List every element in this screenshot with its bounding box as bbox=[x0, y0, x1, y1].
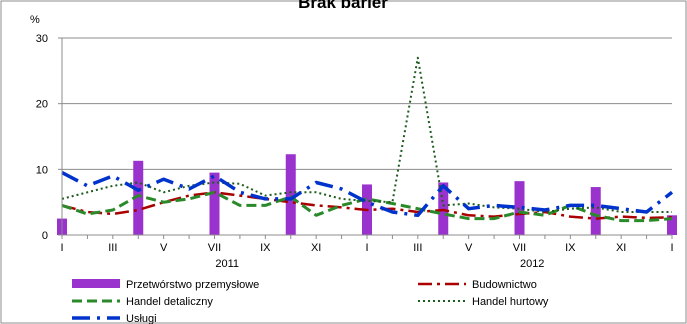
legend-label: Usługi bbox=[126, 313, 157, 324]
bar bbox=[285, 154, 296, 235]
x-tick-label: I bbox=[365, 242, 368, 254]
x-tick-label: I bbox=[670, 242, 673, 254]
legend-label: Handel hurtowy bbox=[472, 296, 549, 308]
legend-swatch bbox=[72, 279, 120, 288]
y-axis-label: % bbox=[30, 14, 40, 26]
bar bbox=[438, 182, 449, 235]
x-tick-label: V bbox=[465, 242, 473, 254]
x-tick-label: IX bbox=[260, 242, 271, 254]
legend-label: Handel detaliczny bbox=[126, 296, 213, 308]
y-tick-label: 0 bbox=[42, 230, 48, 242]
axes bbox=[58, 37, 673, 239]
series-line bbox=[61, 56, 672, 213]
series-line bbox=[61, 191, 673, 220]
legend-label: Budownictwo bbox=[472, 279, 537, 291]
x-tick-label: I bbox=[60, 242, 63, 254]
y-tick-label: 10 bbox=[36, 164, 48, 176]
bar bbox=[209, 172, 220, 235]
bar bbox=[133, 160, 144, 235]
x-tick-label: III bbox=[108, 242, 117, 254]
year-label: 2011 bbox=[215, 258, 239, 270]
y-tick-label: 30 bbox=[36, 33, 48, 45]
x-tick-label: XI bbox=[311, 242, 321, 254]
bar bbox=[667, 215, 677, 235]
x-tick-label: III bbox=[413, 242, 422, 254]
x-tick-label: V bbox=[160, 242, 168, 254]
y-tick-label: 20 bbox=[36, 99, 48, 111]
chart-title: Brak barier bbox=[298, 0, 388, 12]
x-tick-label: XI bbox=[616, 242, 626, 254]
x-tick-label: VII bbox=[513, 242, 526, 254]
x-tick-label: IX bbox=[565, 242, 576, 254]
line-series bbox=[61, 56, 674, 223]
legend: Przetwórstwo przemysłowe Budownictwo Hande… bbox=[72, 279, 549, 324]
gridlines bbox=[62, 37, 672, 170]
x-tick-label: VII bbox=[208, 242, 221, 254]
year-label: 2012 bbox=[520, 258, 544, 270]
bar bbox=[514, 181, 525, 235]
series-line bbox=[61, 171, 674, 218]
bar bbox=[590, 187, 601, 235]
legend-label: Przetwórstwo przemysłowe bbox=[126, 279, 259, 291]
